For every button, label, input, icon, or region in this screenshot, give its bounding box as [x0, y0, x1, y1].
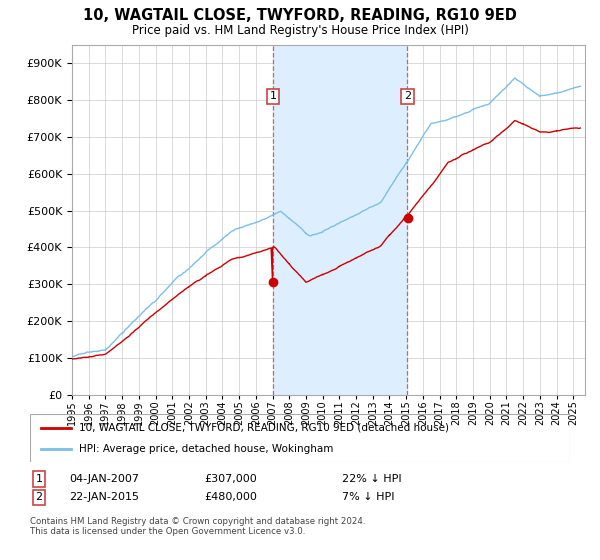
- Text: 1: 1: [269, 91, 277, 101]
- Text: 1: 1: [35, 474, 43, 484]
- Text: £307,000: £307,000: [204, 474, 257, 484]
- Text: 04-JAN-2007: 04-JAN-2007: [69, 474, 139, 484]
- Text: 7% ↓ HPI: 7% ↓ HPI: [342, 492, 395, 502]
- Bar: [273, 45, 407, 395]
- Text: 10, WAGTAIL CLOSE, TWYFORD, READING, RG10 9ED (detached house): 10, WAGTAIL CLOSE, TWYFORD, READING, RG1…: [79, 423, 449, 433]
- Text: 22-JAN-2015: 22-JAN-2015: [69, 492, 139, 502]
- Text: £480,000: £480,000: [204, 492, 257, 502]
- Text: HPI: Average price, detached house, Wokingham: HPI: Average price, detached house, Woki…: [79, 444, 333, 454]
- Text: 10, WAGTAIL CLOSE, TWYFORD, READING, RG10 9ED: 10, WAGTAIL CLOSE, TWYFORD, READING, RG1…: [83, 8, 517, 24]
- Text: 22% ↓ HPI: 22% ↓ HPI: [342, 474, 401, 484]
- Text: 2: 2: [35, 492, 43, 502]
- Text: Price paid vs. HM Land Registry's House Price Index (HPI): Price paid vs. HM Land Registry's House …: [131, 24, 469, 36]
- Text: Contains HM Land Registry data © Crown copyright and database right 2024.
This d: Contains HM Land Registry data © Crown c…: [30, 517, 365, 536]
- Text: 2: 2: [404, 91, 411, 101]
